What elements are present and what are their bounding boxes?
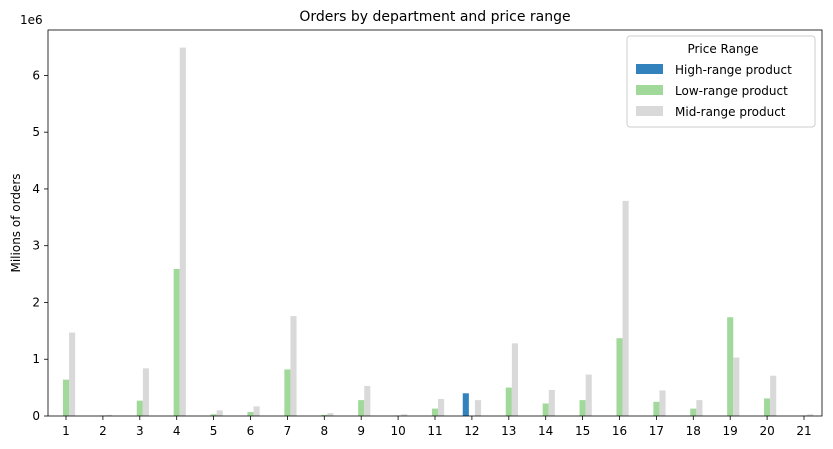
legend-label-1: High-range product	[675, 63, 792, 77]
bar-17-series-2	[653, 401, 660, 416]
bar-20-series-2	[764, 398, 771, 416]
bar-9-series-3	[364, 385, 371, 416]
x-tick-label: 20	[759, 424, 774, 438]
y-tick-label: 5	[32, 125, 40, 139]
bar-18-series-2	[690, 408, 697, 416]
x-tick-label: 17	[649, 424, 664, 438]
bar-7-series-2	[284, 369, 291, 416]
bar-3-series-2	[136, 400, 143, 416]
x-tick-label: 13	[501, 424, 516, 438]
chart-title: Orders by department and price range	[299, 9, 570, 25]
bar-18-series-3	[696, 400, 703, 416]
bar-5-series-3	[216, 410, 223, 416]
legend-swatch-3	[636, 106, 663, 116]
x-tick-label: 16	[612, 424, 627, 438]
bar-4-series-3	[179, 47, 186, 416]
bar-1-series-3	[69, 332, 76, 416]
plot-area	[62, 47, 814, 416]
legend: Price Range High-range product Low-range …	[626, 35, 816, 128]
bar-15-series-3	[585, 374, 592, 416]
x-tick-label: 7	[284, 424, 292, 438]
y-axis-label: Milions of orders	[9, 174, 23, 273]
bar-6-series-3	[253, 406, 260, 416]
x-tick-label: 10	[390, 424, 405, 438]
y-tick-label: 1	[32, 352, 40, 366]
y-axis-ticks: 0 1 2 3 4 5 6	[32, 68, 48, 423]
y-tick-label: 6	[32, 68, 40, 82]
y-tick-label: 3	[32, 239, 40, 253]
bar-8-series-3	[327, 413, 334, 416]
bar-15-series-2	[579, 400, 586, 416]
x-tick-label: 9	[357, 424, 365, 438]
bar-8-series-2	[321, 414, 328, 416]
x-tick-label: 12	[464, 424, 479, 438]
bar-11-series-3	[438, 398, 445, 416]
x-tick-label: 11	[427, 424, 442, 438]
bar-5-series-2	[210, 414, 217, 416]
bar-16-series-3	[622, 200, 629, 416]
bar-16-series-2	[616, 338, 623, 416]
bar-19-series-3	[733, 357, 740, 416]
y-tick-label: 2	[32, 295, 40, 309]
x-tick-label: 6	[247, 424, 255, 438]
y-offset-label: 1e6	[20, 13, 43, 27]
bar-12-series-3	[474, 400, 482, 416]
bar-17-series-3	[659, 390, 666, 416]
x-tick-label: 2	[99, 424, 107, 438]
bar-4-series-2	[173, 268, 180, 416]
bar-14-series-3	[548, 389, 555, 416]
x-tick-label: 21	[796, 424, 811, 438]
legend-label-2: Low-range product	[675, 84, 788, 98]
y-tick-label: 4	[32, 182, 40, 196]
bar-3-series-3	[142, 368, 149, 416]
bar-7-series-3	[290, 316, 297, 416]
bar-20-series-3	[770, 375, 777, 416]
bar-10-series-3	[401, 414, 408, 416]
bar-21-series-3	[807, 414, 814, 416]
bar-6-series-2	[247, 412, 254, 416]
x-tick-label: 15	[575, 424, 590, 438]
x-tick-label: 18	[686, 424, 701, 438]
bar-2-series-3	[105, 414, 113, 416]
bar-9-series-2	[358, 400, 365, 416]
legend-box	[626, 35, 816, 128]
x-tick-label: 5	[210, 424, 218, 438]
y-tick-label: 0	[32, 409, 40, 423]
legend-title: Price Range	[687, 42, 758, 56]
legend-swatch-1	[636, 64, 663, 74]
x-tick-label: 4	[173, 424, 181, 438]
bar-19-series-2	[727, 317, 734, 416]
x-tick-label: 3	[136, 424, 144, 438]
x-tick-label: 8	[320, 424, 328, 438]
bar-1-series-2	[62, 379, 70, 416]
plot-frame	[47, 29, 823, 417]
bar-12-series-1	[462, 393, 469, 416]
bar-14-series-2	[542, 403, 549, 416]
x-axis-ticks: 1 2 3 4 5 6 7 8 9 10 11 12 13 14 15 16 17 18 19 20 21	[62, 416, 812, 438]
bar-13-series-3	[511, 343, 518, 416]
x-tick-label: 14	[538, 424, 553, 438]
x-tick-label: 19	[723, 424, 738, 438]
legend-label-3: Mid-range product	[675, 105, 786, 119]
bar-13-series-2	[505, 387, 512, 416]
legend-swatch-2	[636, 85, 663, 95]
bar-11-series-2	[431, 408, 439, 416]
x-tick-label: 1	[62, 424, 70, 438]
